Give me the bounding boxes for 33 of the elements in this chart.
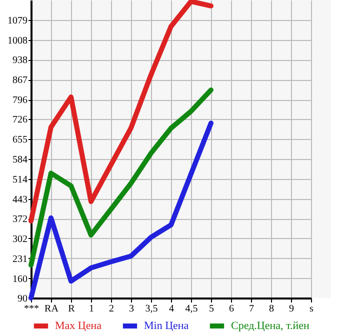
x-tick-label: 5 [209, 304, 214, 314]
x-tick-label: 8 [269, 304, 274, 314]
y-tick-label: 443 [12, 194, 28, 206]
y-tick-label: 302 [12, 234, 28, 245]
y-tick-label: 726 [12, 114, 28, 126]
x-tick-label: 7 [249, 304, 254, 314]
legend-label: Min Цена [144, 320, 189, 332]
y-tick-label: 90 [18, 294, 28, 304]
y-tick-label: 372 [12, 214, 28, 226]
x-tick-label: 6 [229, 304, 234, 314]
x-tick-label: 3 [129, 304, 134, 314]
y-tick-label: 655 [12, 134, 28, 146]
x-tick-label: 4 [169, 304, 174, 314]
y-tick-label: 1079 [8, 15, 28, 26]
x-tick-label: *** [24, 304, 39, 314]
y-tick-label: 160 [12, 274, 28, 285]
x-tick-label: RA [44, 304, 60, 314]
y-tick-label: 938 [12, 55, 28, 66]
x-tick-label: 2 [109, 304, 114, 314]
x-tick-label: 3,5 [145, 304, 158, 314]
y-tick-label: 514 [12, 174, 28, 186]
legend-label: Max Цена [55, 320, 102, 332]
x-tick-label: 1 [89, 304, 94, 314]
x-tick-label: s [310, 304, 314, 314]
y-tick-label: 1008 [8, 35, 28, 46]
x-tick-label: 9 [289, 304, 294, 314]
y-tick-label: 584 [12, 154, 28, 166]
legend-label: Сред.Цена, т.йен [231, 320, 310, 332]
x-tick-label: R [68, 304, 76, 314]
y-tick-label: 231 [12, 254, 28, 265]
x-tick-label: 4,5 [185, 304, 198, 314]
y-tick-label: 796 [12, 95, 28, 106]
y-tick-label: 867 [12, 75, 28, 86]
